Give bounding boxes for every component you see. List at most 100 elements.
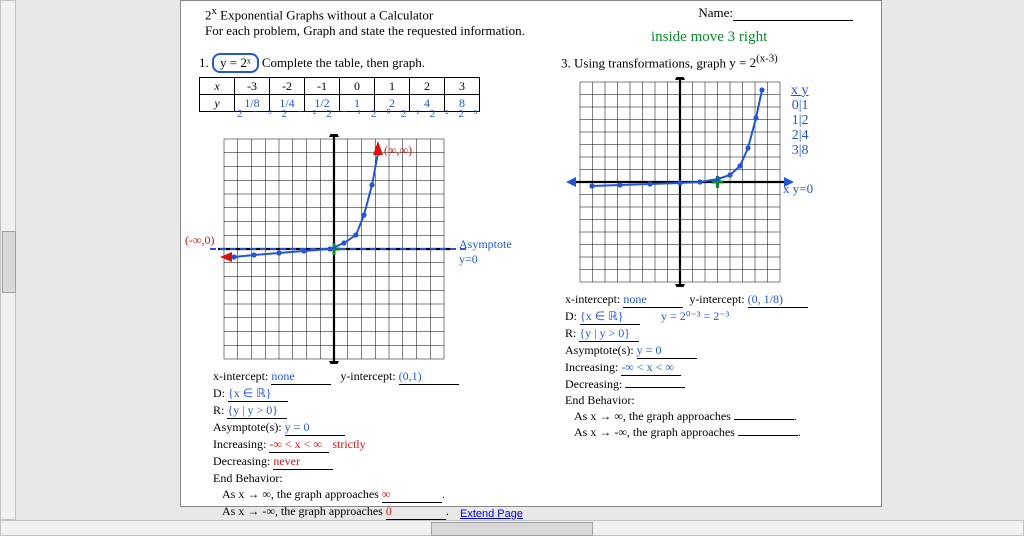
- lbl: y-intercept:: [689, 292, 744, 306]
- worksheet-page: 2x Exponential Graphs without a Calculat…: [180, 0, 882, 507]
- w: 2⁻³: [237, 108, 282, 120]
- equation-box: y = 2ˣ: [212, 53, 259, 73]
- asymp-word: Asymptote: [459, 237, 512, 251]
- lbl: Increasing:: [565, 360, 618, 374]
- lbl: End Behavior:: [213, 471, 283, 485]
- problem-1: 1. y = 2ˣ Complete the table, then graph…: [199, 53, 529, 520]
- td: 3: [792, 143, 799, 158]
- lbl: x-intercept:: [213, 369, 268, 383]
- lbl: End Behavior:: [565, 393, 635, 407]
- td: 3: [445, 78, 480, 95]
- annotation-left-end: (-∞,0): [185, 233, 215, 248]
- w: 2³: [458, 108, 487, 120]
- val: y = 0: [637, 342, 697, 359]
- page-title: 2x Exponential Graphs without a Calculat…: [205, 5, 525, 39]
- asym-eq: y=0: [793, 181, 813, 196]
- lbl: As x → -∞, the graph approaches: [574, 425, 735, 439]
- lbl: x-intercept:: [565, 292, 620, 306]
- val: (0,1): [399, 368, 459, 385]
- val: -∞ < x < ∞: [621, 359, 681, 376]
- td: 1: [375, 78, 410, 95]
- val: {y | y > 0}: [227, 402, 287, 419]
- prompt-tail: Complete the table, then graph.: [262, 55, 425, 70]
- td: 2: [802, 113, 809, 128]
- val: [625, 387, 685, 388]
- annotation-right-end: (∞,∞): [384, 143, 412, 158]
- problem-number: 1.: [199, 55, 209, 70]
- problem-1-prompt: 1. y = 2ˣ Complete the table, then graph…: [199, 53, 529, 73]
- w: 2²: [430, 108, 459, 120]
- val: none: [271, 368, 331, 385]
- annotation-hint: inside move 3 right: [651, 29, 767, 46]
- td: -3: [235, 78, 270, 95]
- td: -2: [270, 78, 305, 95]
- lbl: y-intercept:: [340, 369, 395, 383]
- scrollbar-thumb[interactable]: [2, 231, 16, 293]
- td: 8: [802, 143, 809, 158]
- graph-3: [565, 77, 795, 287]
- lbl: As x → ∞, the graph approaches: [574, 409, 731, 423]
- val: 0: [386, 503, 446, 520]
- vertical-scrollbar[interactable]: [0, 0, 16, 520]
- th: y: [802, 83, 809, 98]
- viewport: 2x Exponential Graphs without a Calculat…: [0, 0, 1024, 536]
- val: (0, 1/8): [748, 291, 808, 308]
- w: 2⁻¹: [326, 108, 371, 120]
- td: 0: [340, 78, 375, 95]
- val: {y | y > 0}: [579, 325, 639, 342]
- annotation-asymptote: Asymptote y=0: [459, 237, 512, 267]
- td: 2: [792, 128, 799, 143]
- val: [734, 419, 794, 420]
- lbl: Decreasing:: [565, 377, 622, 391]
- table-work-row: 2⁻³2⁻²2⁻¹2⁰2¹2²2³: [237, 107, 487, 120]
- w: 2⁻²: [282, 108, 327, 120]
- subtitle: For each problem, Graph and state the re…: [205, 23, 525, 38]
- problem-1-info: x-intercept: none y-intercept: (0,1) D: …: [213, 368, 529, 520]
- extend-page-link[interactable]: Extend Page: [460, 508, 523, 520]
- lbl: As x → ∞, the graph approaches: [222, 487, 379, 501]
- td: 2: [410, 78, 445, 95]
- side-table: x y 0|1 1|2 2|4 3|8: [791, 83, 809, 158]
- th: x: [791, 83, 798, 98]
- problem-3: 3. Using transformations, graph y = 2(x-…: [561, 53, 871, 440]
- th: x: [200, 78, 235, 95]
- eq-sup: (x-3): [756, 53, 778, 65]
- problem-3-prompt: 3. Using transformations, graph y = 2(x-…: [561, 53, 871, 71]
- val: ∞: [382, 486, 442, 503]
- lbl: Increasing:: [213, 437, 266, 451]
- td: 0: [792, 98, 799, 113]
- td: -1: [305, 78, 340, 95]
- problem-number: 3.: [561, 55, 571, 70]
- val: {x ∈ ℝ}: [228, 385, 288, 402]
- val: never: [273, 453, 333, 470]
- w: 2⁰: [371, 108, 401, 120]
- note: strictly: [332, 437, 365, 451]
- w: 2¹: [401, 108, 430, 120]
- calc-note: y = 2⁰⁻³ = 2⁻³: [661, 309, 729, 323]
- scrollbar-thumb[interactable]: [431, 522, 593, 536]
- annotation-asymptote: x y=0: [783, 181, 813, 197]
- lbl: R:: [213, 403, 224, 417]
- title-text: Exponential Graphs without a Calculator: [217, 7, 433, 22]
- val: -∞ < x < ∞: [269, 436, 329, 453]
- equation-box: y = 2(x-3): [729, 55, 778, 70]
- name-label: Name:: [698, 5, 733, 20]
- name-field: Name:: [698, 5, 853, 21]
- val: {x ∈ ℝ}: [580, 308, 640, 325]
- name-blank: [733, 8, 853, 21]
- problem-3-info: x-intercept: none y-intercept: (0, 1/8) …: [565, 291, 871, 440]
- lbl: Asymptote(s):: [565, 343, 634, 357]
- td: 1: [792, 113, 799, 128]
- eq: y = 2: [729, 55, 756, 70]
- graph-1: [209, 134, 469, 364]
- lbl: D:: [213, 386, 225, 400]
- horizontal-scrollbar[interactable]: [0, 520, 1024, 536]
- link-text[interactable]: Extend Page: [460, 508, 523, 520]
- asymp-eq: y=0: [459, 252, 478, 266]
- lbl: As x → -∞, the graph approaches: [222, 504, 383, 518]
- val: none: [623, 291, 683, 308]
- prompt-lead: Using transformations, graph: [574, 55, 726, 70]
- th: y: [200, 95, 235, 112]
- lbl: Asymptote(s):: [213, 420, 282, 434]
- val: [738, 435, 798, 436]
